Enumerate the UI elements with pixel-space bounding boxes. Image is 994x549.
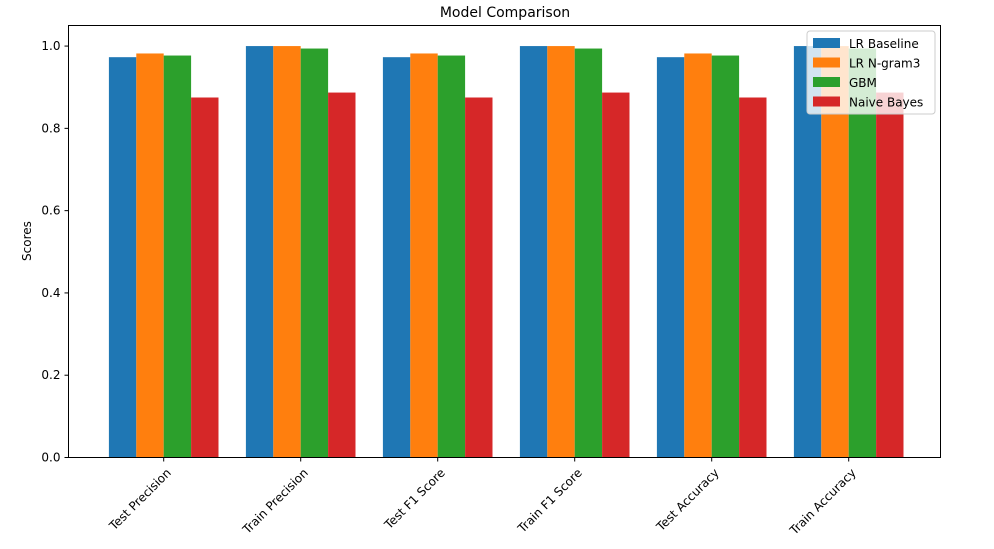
legend-swatch-naive-bayes bbox=[813, 96, 840, 107]
y-axis-ticks: 0.0 0.2 0.4 0.6 0.8 1.0 bbox=[41, 39, 69, 465]
x-tick-label-test-precision: Test Precision bbox=[106, 466, 174, 534]
bar-gbm-0 bbox=[163, 55, 192, 458]
bar-naive-bayes-1 bbox=[328, 92, 356, 458]
legend-swatch-lr-n-gram3 bbox=[813, 57, 840, 68]
legend-label-naive-bayes: Naive Bayes bbox=[849, 96, 923, 110]
bar-lr-baseline-4 bbox=[656, 57, 685, 458]
bar-lr-n-gram3-1 bbox=[273, 46, 301, 458]
bar-lr-baseline-5 bbox=[793, 46, 822, 458]
bar-naive-bayes-3 bbox=[602, 92, 630, 458]
bar-lr-baseline-1 bbox=[245, 46, 274, 458]
bar-lr-baseline-2 bbox=[382, 57, 411, 458]
bar-naive-bayes-4 bbox=[739, 97, 767, 458]
y-axis-label: Scores bbox=[20, 221, 34, 261]
x-tick-label-train-f1-score: Train F1 Score bbox=[514, 466, 584, 536]
bar-naive-bayes-0 bbox=[191, 97, 219, 458]
legend: LR Baseline LR N-gram3 GBM Naive Bayes bbox=[806, 30, 936, 115]
y-tick-label: 0.2 bbox=[41, 368, 60, 382]
bar-gbm-2 bbox=[437, 55, 466, 458]
bar-lr-baseline-3 bbox=[519, 46, 548, 458]
y-tick-label: 0.0 bbox=[41, 451, 60, 465]
chart-title: Model Comparison bbox=[440, 5, 570, 21]
y-tick-label: 0.4 bbox=[41, 286, 60, 300]
bar-gbm-5 bbox=[848, 48, 877, 458]
y-tick-label: 0.8 bbox=[41, 121, 60, 135]
legend-label-lr-baseline: LR Baseline bbox=[849, 37, 919, 51]
bar-lr-n-gram3-0 bbox=[136, 53, 164, 458]
x-tick-label-test-f1-score: Test F1 Score bbox=[381, 466, 448, 533]
legend-box bbox=[806, 30, 936, 115]
x-axis-ticks: Test Precision Train Precision Test F1 Sco… bbox=[106, 457, 859, 538]
y-tick-label: 1.0 bbox=[41, 39, 60, 53]
plot-area-frame bbox=[68, 25, 941, 458]
legend-label-gbm: GBM bbox=[849, 76, 877, 90]
bar-gbm-4 bbox=[711, 55, 740, 458]
bar-lr-n-gram3-4 bbox=[684, 53, 712, 458]
bar-lr-n-gram3-2 bbox=[410, 53, 438, 458]
bar-gbm-1 bbox=[300, 48, 329, 458]
bar-lr-n-gram3-3 bbox=[547, 46, 575, 458]
x-tick-label-train-precision: Train Precision bbox=[239, 466, 311, 538]
bar-naive-bayes-2 bbox=[465, 97, 493, 458]
bar-lr-n-gram3-5 bbox=[821, 46, 849, 458]
bar-naive-bayes-5 bbox=[876, 92, 904, 458]
y-tick-label: 0.6 bbox=[41, 204, 60, 218]
legend-swatch-lr-baseline bbox=[813, 38, 840, 48]
legend-label-lr-n-gram3: LR N-gram3 bbox=[849, 57, 920, 71]
bar-gbm-3 bbox=[574, 48, 603, 458]
x-tick-label-test-accuracy: Test Accuracy bbox=[653, 466, 722, 535]
x-tick-label-train-accuracy: Train Accuracy bbox=[786, 466, 858, 538]
bar-lr-baseline-0 bbox=[108, 57, 137, 458]
legend-swatch-gbm bbox=[813, 77, 840, 87]
bars-group bbox=[108, 46, 904, 458]
